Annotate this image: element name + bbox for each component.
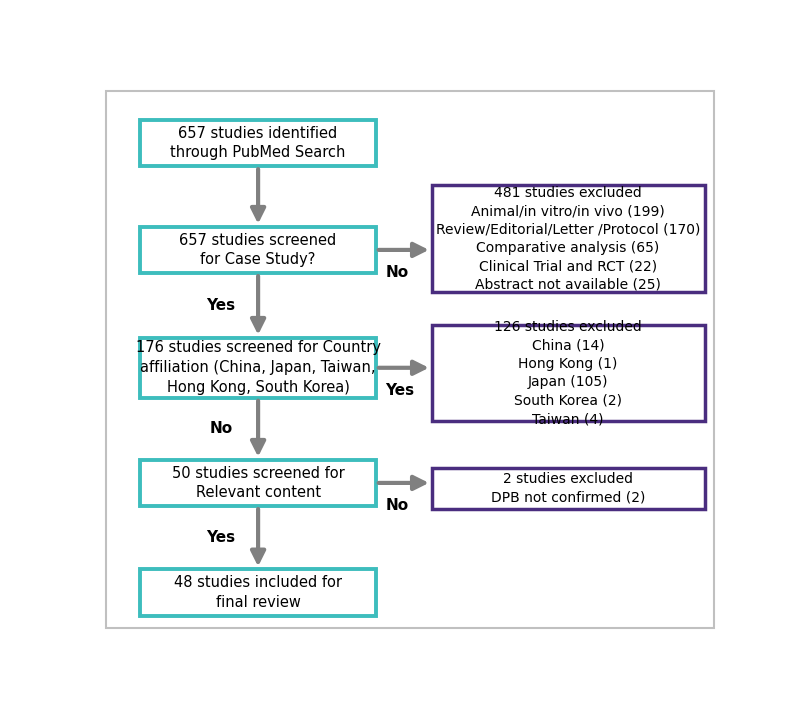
Text: 657 studies identified
through PubMed Search: 657 studies identified through PubMed Se… bbox=[170, 125, 346, 160]
Text: Yes: Yes bbox=[206, 298, 235, 313]
Text: Yes: Yes bbox=[206, 530, 235, 545]
FancyBboxPatch shape bbox=[140, 120, 376, 167]
FancyBboxPatch shape bbox=[432, 186, 705, 293]
FancyBboxPatch shape bbox=[432, 468, 705, 509]
Text: No: No bbox=[210, 422, 233, 436]
FancyBboxPatch shape bbox=[432, 325, 705, 422]
Text: 126 studies excluded
China (14)
Hong Kong (1)
Japan (105)
South Korea (2)
Taiwan: 126 studies excluded China (14) Hong Kon… bbox=[494, 320, 642, 426]
FancyBboxPatch shape bbox=[106, 91, 714, 628]
FancyBboxPatch shape bbox=[140, 226, 376, 273]
FancyBboxPatch shape bbox=[140, 460, 376, 506]
Text: 2 studies excluded
DPB not confirmed (2): 2 studies excluded DPB not confirmed (2) bbox=[491, 472, 646, 505]
Text: Yes: Yes bbox=[386, 383, 414, 398]
Text: 48 studies included for
final review: 48 studies included for final review bbox=[174, 575, 342, 610]
FancyBboxPatch shape bbox=[140, 337, 376, 398]
Text: No: No bbox=[386, 498, 408, 513]
Text: 481 studies excluded
Animal/in vitro/in vivo (199)
Review/Editorial/Letter /Prot: 481 studies excluded Animal/in vitro/in … bbox=[436, 186, 700, 292]
Text: No: No bbox=[386, 266, 408, 281]
Text: 176 studies screened for Country
affiliation (China, Japan, Taiwan,
Hong Kong, S: 176 studies screened for Country affilia… bbox=[136, 340, 381, 395]
Text: 50 studies screened for
Relevant content: 50 studies screened for Relevant content bbox=[172, 466, 345, 501]
FancyBboxPatch shape bbox=[140, 570, 376, 616]
Text: 657 studies screened
for Case Study?: 657 studies screened for Case Study? bbox=[179, 233, 337, 267]
